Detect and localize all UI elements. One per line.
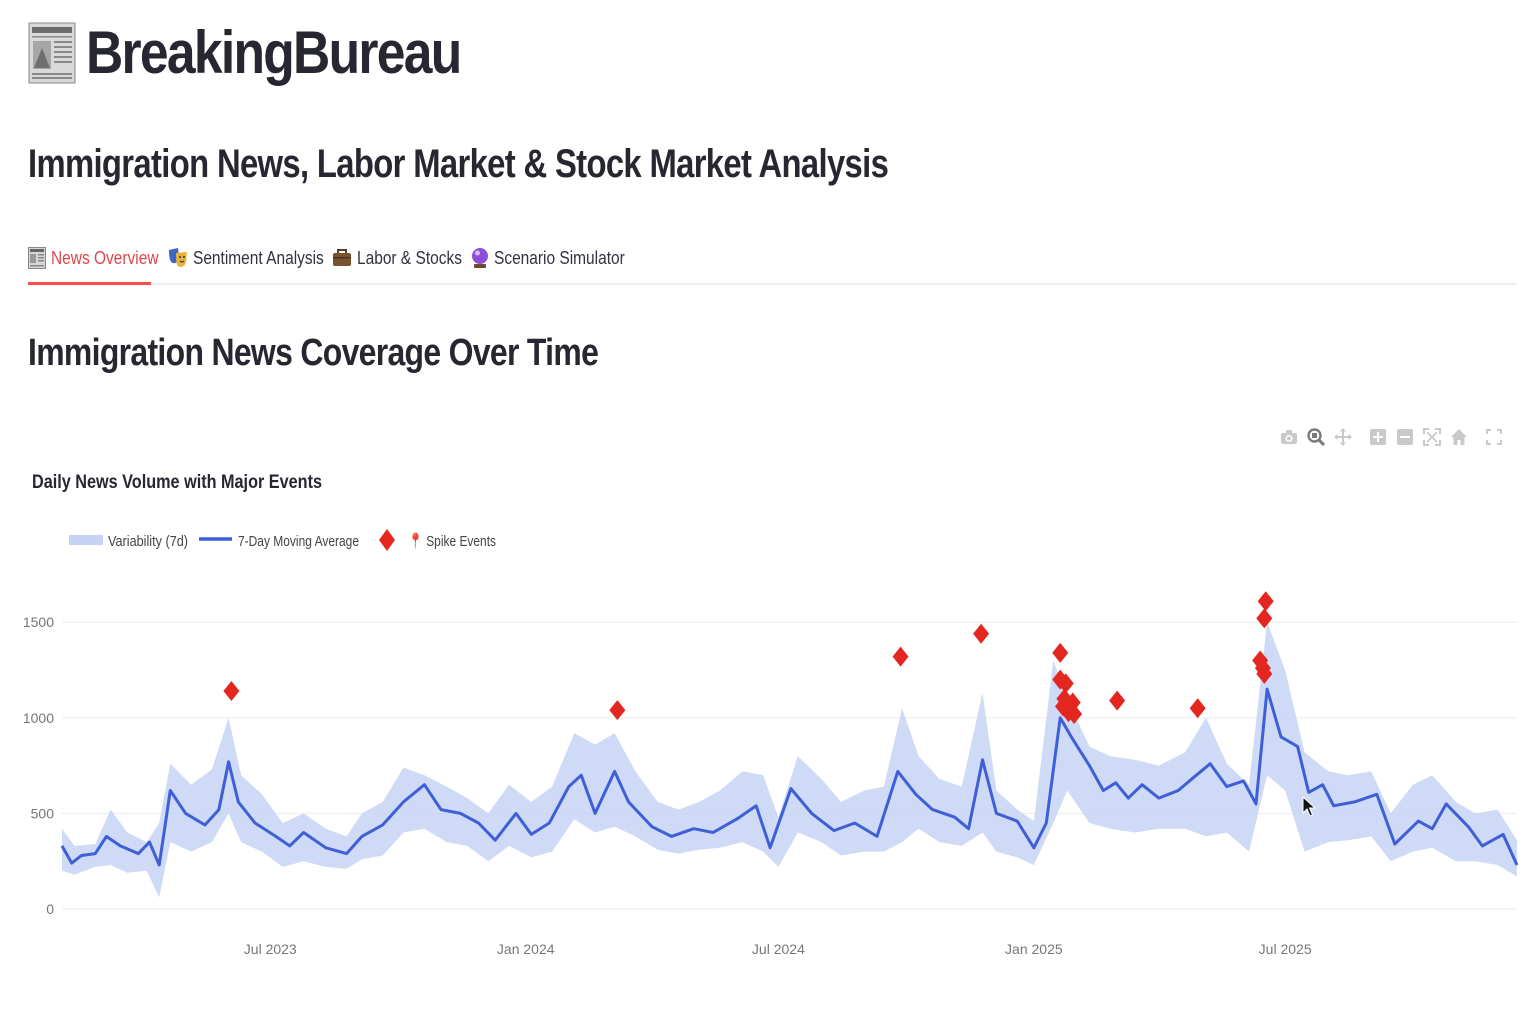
tab-labor-stocks[interactable]: Labor & Stocks	[332, 232, 479, 284]
tab-label: Labor & Stocks	[357, 247, 462, 268]
x-tick-label: Jan 2025	[1005, 941, 1063, 957]
zoom-out-icon[interactable]	[1392, 424, 1418, 450]
section-title: Immigration News Coverage Over Time	[28, 332, 599, 374]
spike-events-layer	[223, 591, 1274, 724]
legend-item-moving-average[interactable]: 7-Day Moving Average	[199, 533, 359, 550]
camera-icon[interactable]	[1276, 424, 1302, 450]
spike-event-marker[interactable]	[1257, 591, 1274, 612]
x-tick-label: Jan 2024	[497, 941, 555, 957]
variability-band	[62, 622, 1517, 898]
spike-event-marker[interactable]	[1189, 698, 1206, 719]
moving-average-layer	[60, 687, 1519, 867]
legend-label: Variability (7d)	[108, 533, 188, 550]
spike-event-marker[interactable]	[1052, 642, 1069, 663]
legend-item-spike-events[interactable]: 📍 Spike Events	[379, 529, 496, 551]
tab-label: Sentiment Analysis	[193, 247, 324, 268]
spike-event-marker[interactable]	[892, 646, 909, 667]
x-axis: Jul 2023 Jan 2024 Jul 2024 Jan 2025 Jul 2025	[244, 941, 1312, 957]
autoscale-icon[interactable]	[1419, 424, 1445, 450]
theater-masks-icon	[168, 247, 188, 269]
newspaper-icon	[28, 247, 46, 269]
briefcase-icon	[332, 248, 352, 268]
app-header: BreakingBureau	[28, 18, 521, 87]
tab-bar: News Overview Sentiment Analysis Labor &…	[28, 232, 1516, 286]
spike-event-marker[interactable]	[973, 623, 990, 644]
variability-band-layer	[62, 622, 1517, 898]
y-axis: 0 500 1000 1500	[23, 614, 54, 917]
chart-title: Daily News Volume with Major Events	[32, 472, 322, 493]
legend-label: 📍 Spike Events	[408, 532, 496, 550]
moving-average-line	[60, 687, 1519, 867]
legend-item-variability[interactable]: Variability (7d)	[69, 533, 188, 550]
spike-event-marker[interactable]	[1066, 704, 1083, 724]
chart-svg: Daily News Volume with Major Events Vari…	[23, 472, 1519, 957]
zoom-icon[interactable]	[1303, 424, 1329, 450]
mouse-cursor-icon	[1302, 795, 1317, 823]
spike-event-marker[interactable]	[1256, 608, 1273, 629]
newspaper-icon	[28, 21, 76, 85]
tab-bar-divider	[28, 283, 1516, 285]
spike-event-marker[interactable]	[609, 700, 626, 721]
spike-event-marker[interactable]	[223, 681, 240, 702]
y-tick-label: 0	[46, 901, 54, 917]
legend-swatch-diamond	[379, 529, 395, 551]
x-tick-label: Jul 2025	[1259, 941, 1312, 957]
legend-swatch-band	[69, 535, 103, 545]
zoom-in-icon[interactable]	[1365, 424, 1391, 450]
reset-axes-icon[interactable]	[1446, 424, 1472, 450]
active-tab-indicator	[28, 282, 151, 285]
tab-scenario-simulator[interactable]: Scenario Simulator	[471, 232, 646, 284]
spike-event-marker[interactable]	[1052, 669, 1069, 690]
x-tick-label: Jul 2024	[752, 941, 805, 957]
y-tick-label: 1500	[23, 614, 54, 630]
spike-event-marker[interactable]	[1256, 663, 1273, 684]
tab-label: News Overview	[51, 247, 159, 268]
tab-news-overview[interactable]: News Overview	[28, 232, 176, 285]
crystal-ball-icon	[471, 247, 489, 269]
y-tick-label: 500	[31, 805, 55, 821]
app-title: BreakingBureau	[86, 19, 462, 86]
tab-label: Scenario Simulator	[494, 247, 625, 268]
chart-legend: Variability (7d) 7-Day Moving Average 📍 …	[69, 529, 496, 551]
fullscreen-icon[interactable]	[1481, 424, 1507, 450]
x-tick-label: Jul 2023	[244, 941, 297, 957]
spike-event-marker[interactable]	[1057, 673, 1074, 694]
chart-modebar	[1276, 424, 1508, 450]
page-subtitle: Immigration News, Labor Market & Stock M…	[28, 142, 889, 186]
news-volume-chart[interactable]: Daily News Volume with Major Events Vari…	[0, 440, 1535, 1000]
spike-event-marker[interactable]	[1109, 690, 1126, 711]
pan-icon[interactable]	[1330, 424, 1356, 450]
legend-label: 7-Day Moving Average	[238, 533, 359, 550]
tab-sentiment-analysis[interactable]: Sentiment Analysis	[168, 232, 345, 284]
y-tick-label: 1000	[23, 710, 54, 726]
